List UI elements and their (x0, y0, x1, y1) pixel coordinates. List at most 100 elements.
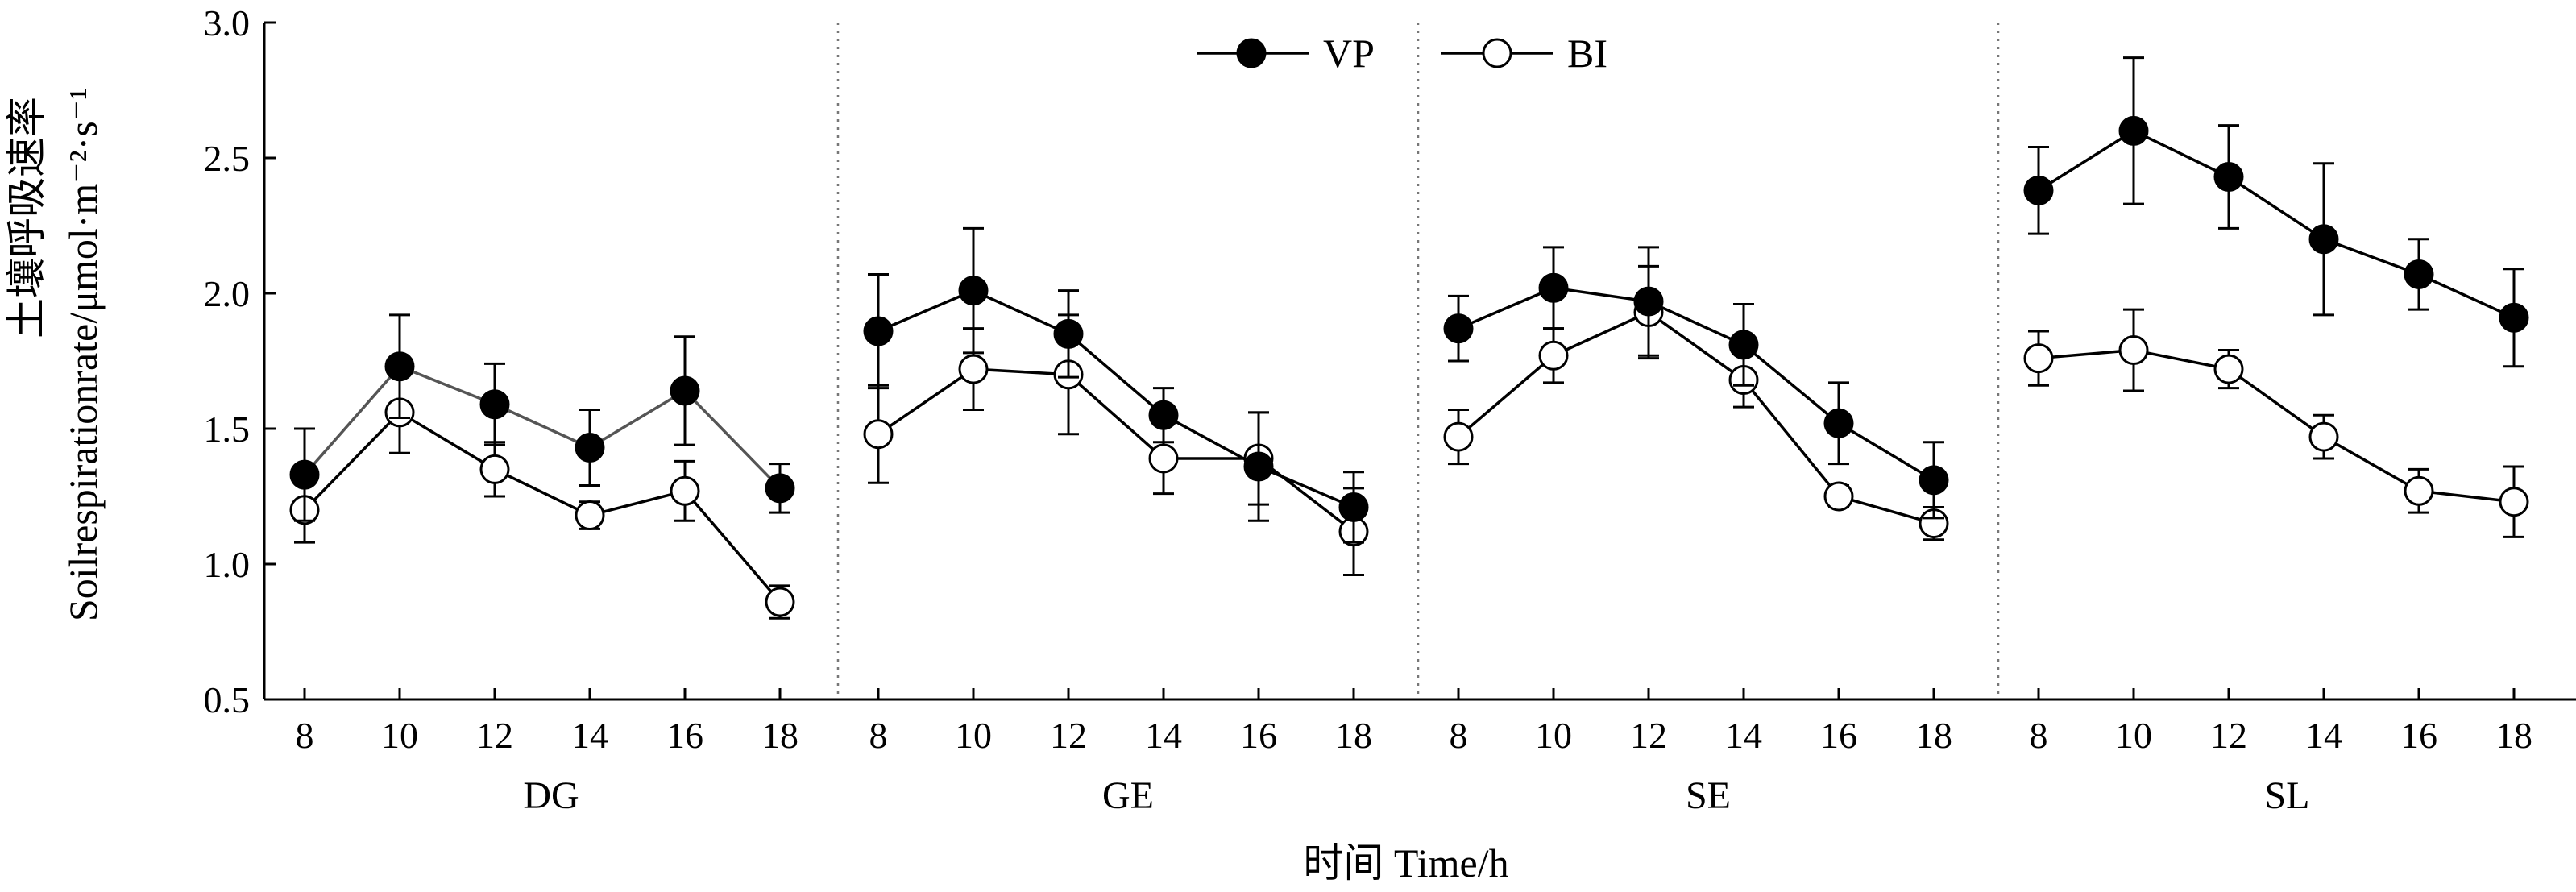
data-point-vp (2499, 302, 2529, 333)
legend-label: VP (1323, 31, 1375, 76)
data-point-bi (1823, 481, 1854, 512)
panel-label: SL (2264, 774, 2309, 817)
x-tick-label: 18 (1335, 715, 1372, 756)
x-tick-label: 14 (1725, 715, 1762, 756)
data-point-vp (479, 389, 510, 420)
data-point-bi (863, 419, 894, 450)
data-point-vp (958, 276, 989, 306)
data-point-vp (1823, 408, 1854, 438)
data-point-vp (1919, 465, 1949, 496)
data-point-vp (2308, 224, 2339, 255)
series-bi (863, 313, 1369, 576)
series-line-bi (303, 410, 782, 604)
series-line-vp (303, 364, 782, 490)
data-point-vp (1053, 318, 1084, 349)
data-point-bi (575, 500, 605, 531)
x-axis-title: 时间 Time/h (1303, 840, 1508, 886)
x-tick-label: 14 (571, 715, 608, 756)
data-point-vp (289, 459, 320, 490)
panel-se: 8 10 12 14 16 18 SE (1443, 246, 1952, 817)
series-line-bi (2038, 348, 2515, 504)
legend-item-vp: VP (1197, 31, 1375, 76)
series-bi (2023, 308, 2529, 538)
data-point-bi (1538, 340, 1569, 371)
panel-label: DG (523, 774, 579, 817)
data-point-bi (765, 587, 795, 617)
data-point-bi (2404, 475, 2434, 506)
series-line-vp (877, 288, 1354, 509)
data-point-vp (575, 433, 605, 463)
x-tick-label: 18 (1915, 715, 1952, 756)
x-tick-label: 14 (1145, 715, 1182, 756)
panel-ge: 8 10 12 14 16 18 GE (863, 226, 1372, 817)
x-tick-label: 12 (2210, 715, 2247, 756)
data-point-vp (863, 316, 894, 346)
data-point-vp (2404, 259, 2434, 289)
data-point-bi (2213, 354, 2244, 384)
data-point-bi (1148, 443, 1179, 474)
series-vp (1443, 246, 1949, 520)
series-bi (1443, 264, 1949, 541)
data-point-vp (1443, 313, 1474, 344)
data-point-vp (2213, 162, 2244, 193)
data-point-vp (670, 375, 700, 406)
y-axis-title-en: Soilrespirationrate/μmol·m⁻²·s⁻¹ (60, 88, 106, 621)
data-point-bi (670, 475, 700, 506)
data-point-bi (2499, 487, 2529, 517)
x-tick-label: 10 (381, 715, 418, 756)
x-tick-label: 10 (1535, 715, 1572, 756)
data-point-bi (958, 354, 989, 384)
data-point-vp (765, 473, 795, 504)
y-tick-label: 0.5 (204, 679, 251, 720)
data-point-vp (1148, 400, 1179, 430)
data-point-vp (1728, 330, 1759, 360)
y-axis-title-cn: 土壤呼吸速率 (4, 97, 49, 338)
x-tick-label: 12 (476, 715, 513, 756)
x-tick-label: 10 (2115, 715, 2152, 756)
x-tick-label: 18 (2495, 715, 2532, 756)
data-point-vp (1538, 272, 1569, 303)
x-tick-label: 14 (2305, 715, 2342, 756)
x-tick-label: 10 (955, 715, 992, 756)
data-point-vp (1243, 451, 1274, 482)
legend-item-bi: BI (1441, 31, 1607, 76)
panel-sl: 8 10 12 14 16 18 SL (2023, 56, 2532, 817)
data-point-bi (2308, 421, 2339, 452)
x-tick-label: 18 (761, 715, 799, 756)
series-line-vp (2038, 129, 2515, 319)
x-tick-label: 16 (666, 715, 703, 756)
x-tick-label: 16 (1820, 715, 1857, 756)
series-vp (289, 313, 795, 522)
x-tick-label: 16 (1240, 715, 1277, 756)
data-point-vp (1338, 492, 1369, 522)
data-point-bi (2118, 335, 2149, 366)
data-point-vp (384, 351, 415, 382)
y-axis: 0.5 1.0 1.5 2.0 2.5 3.0 (204, 2, 276, 720)
series-bi (289, 370, 795, 620)
data-point-vp (1633, 286, 1664, 317)
legend: VP BI (1197, 31, 1607, 76)
series-line-bi (877, 367, 1355, 533)
x-tick-label: 8 (1450, 715, 1468, 756)
y-tick-label: 3.0 (204, 2, 251, 44)
x-tick-label: 8 (2030, 715, 2048, 756)
y-tick-label: 2.5 (204, 138, 251, 179)
legend-marker (1236, 38, 1267, 68)
x-tick-label: 12 (1630, 715, 1667, 756)
panel-label: GE (1102, 774, 1154, 817)
series-vp (2023, 56, 2529, 368)
data-point-bi (2023, 343, 2054, 374)
series-line-vp (1458, 286, 1935, 482)
legend-marker (1482, 38, 1512, 68)
x-tick-label: 8 (296, 715, 314, 756)
panel-dg: 8 10 12 14 16 18 DG (289, 313, 799, 817)
series-vp (863, 226, 1369, 544)
data-point-bi (1443, 421, 1474, 452)
y-tick-label: 1.5 (204, 409, 251, 450)
data-point-vp (2023, 175, 2054, 205)
x-tick-label: 12 (1050, 715, 1087, 756)
x-tick-label: 16 (2400, 715, 2437, 756)
x-tick-label: 8 (869, 715, 888, 756)
